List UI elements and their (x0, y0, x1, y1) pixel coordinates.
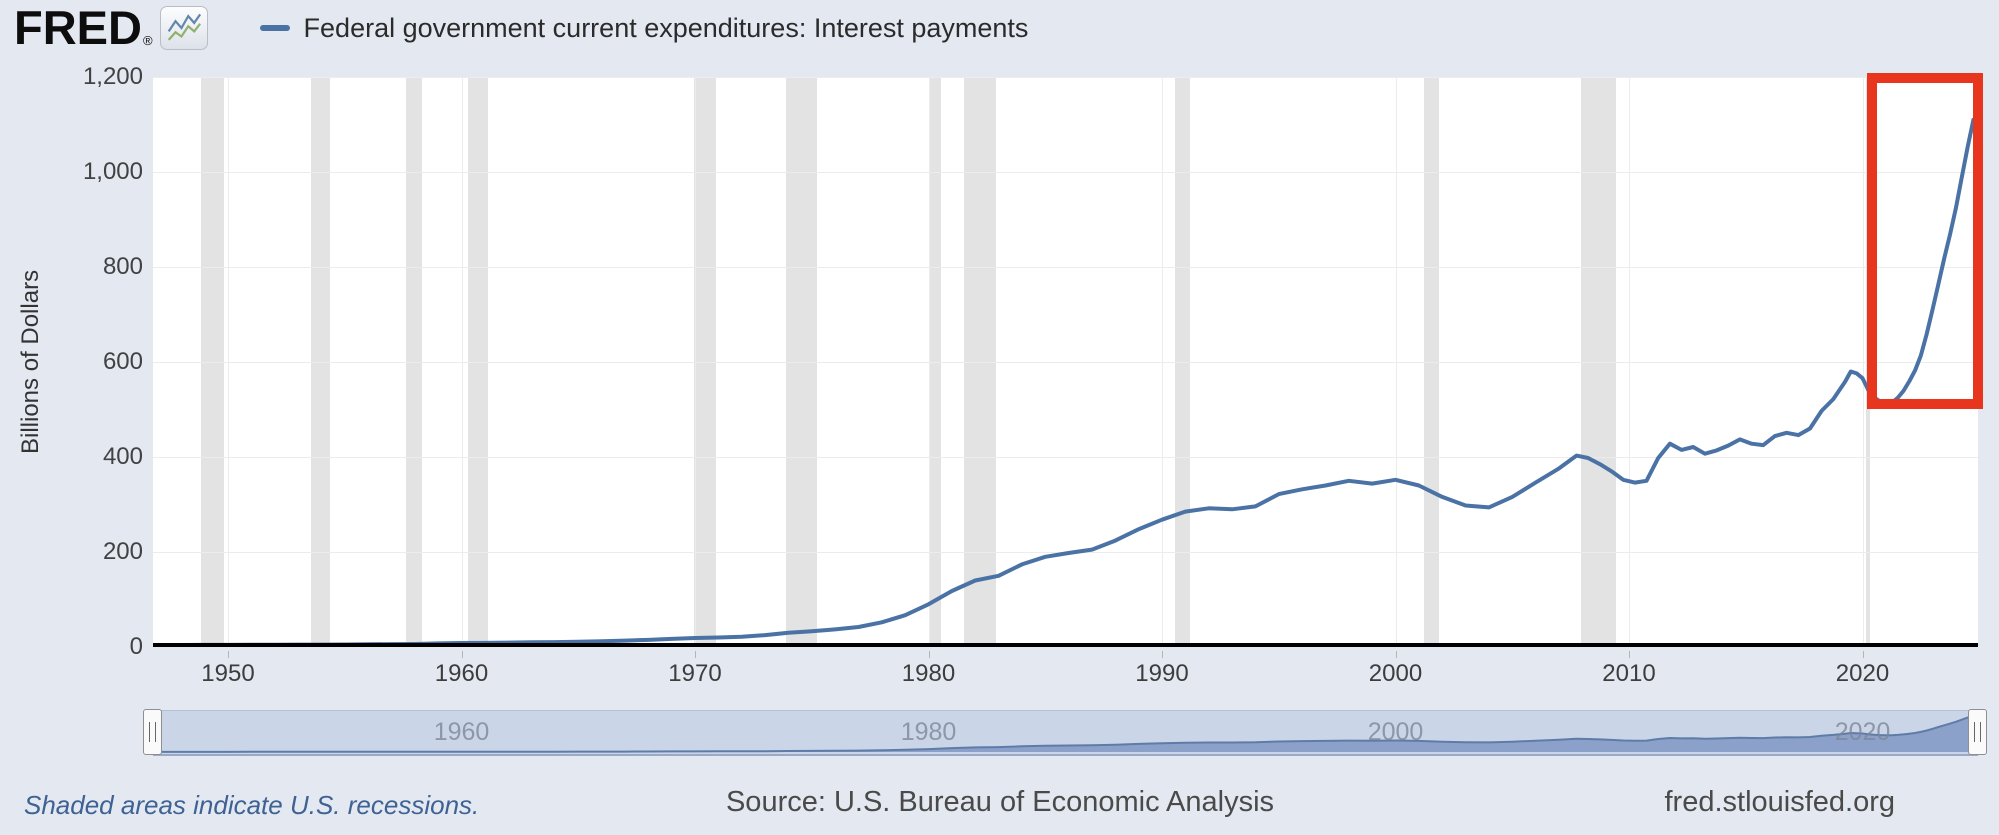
x-tick-label: 1950 (201, 660, 255, 687)
y-tick-label: 200 (102, 538, 143, 565)
highlight-annotation-box (1867, 73, 1983, 410)
v-gridline (461, 77, 463, 647)
x-tick-mark (1629, 651, 1630, 658)
navigator-left-handle[interactable] (143, 709, 162, 755)
navigator-right-handle[interactable] (1968, 709, 1987, 755)
x-tick-label: 2010 (1602, 660, 1656, 687)
v-gridline (1162, 77, 1163, 647)
x-tick-label: 2020 (1835, 660, 1890, 687)
legend-series-label: Federal government current expenditures:… (303, 12, 1029, 43)
series-line (155, 117, 1976, 647)
chart-legend: Federal government current expenditures:… (259, 12, 1029, 44)
v-gridline (1395, 77, 1397, 647)
fred-logo-text: FRED (14, 1, 142, 54)
v-gridline (1629, 77, 1630, 647)
navigator-year-label: 2020 (1834, 718, 1891, 746)
y-tick-label: 400 (102, 443, 143, 470)
y-tick-label: 800 (102, 253, 143, 280)
website-text: fred.stlouisfed.org (1664, 786, 1895, 818)
h-gridline (153, 77, 1978, 78)
fred-logo-chart-icon (159, 6, 208, 50)
fred-logo[interactable]: FRED ® (14, 1, 208, 54)
handle-grip-icon (1974, 722, 1981, 742)
source-text: Source: U.S. Bureau of Economic Analysis (725, 786, 1275, 818)
header: FRED ® Federal government current expendi… (14, 4, 1028, 52)
y-tick-label: 0 (129, 633, 143, 660)
navigator-year-label: 1960 (433, 718, 490, 746)
h-gridline (153, 172, 1978, 173)
x-axis-line (153, 643, 1978, 647)
x-tick-mark (1862, 651, 1864, 658)
h-gridline (153, 362, 1978, 363)
h-gridline (153, 457, 1978, 458)
navigator-year-label: 2000 (1367, 718, 1424, 746)
x-tick-label: 1990 (1135, 660, 1189, 687)
plot-area[interactable] (153, 77, 1978, 647)
x-tick-mark (1395, 651, 1397, 658)
y-tick-label: 1,000 (82, 158, 143, 185)
registered-mark: ® (142, 33, 153, 48)
x-tick-label: 2000 (1368, 660, 1423, 687)
v-gridline (928, 77, 930, 647)
x-tick-label: 1960 (434, 660, 489, 687)
x-tick-mark (1162, 651, 1163, 658)
x-tick-mark (695, 651, 696, 658)
x-tick-mark (461, 651, 463, 658)
legend-line-swatch (259, 25, 290, 31)
v-gridline (1862, 77, 1864, 647)
x-tick-label: 1970 (668, 660, 722, 687)
h-gridline (153, 267, 1978, 268)
y-tick-label: 600 (102, 348, 143, 375)
range-navigator[interactable]: 1960 1980 2000 2020 (153, 710, 1978, 756)
y-tick-label: 1,200 (82, 63, 143, 90)
recession-note: Shaded areas indicate U.S. recessions. (24, 790, 480, 820)
x-tick-label: 1980 (901, 660, 956, 687)
navigator-year-label: 1980 (900, 718, 957, 746)
navigator-area-chart (157, 714, 1974, 753)
v-gridline (695, 77, 696, 647)
x-tick-mark (228, 651, 229, 658)
x-tick-mark (928, 651, 930, 658)
v-gridline (228, 77, 229, 647)
handle-grip-icon (149, 722, 156, 742)
